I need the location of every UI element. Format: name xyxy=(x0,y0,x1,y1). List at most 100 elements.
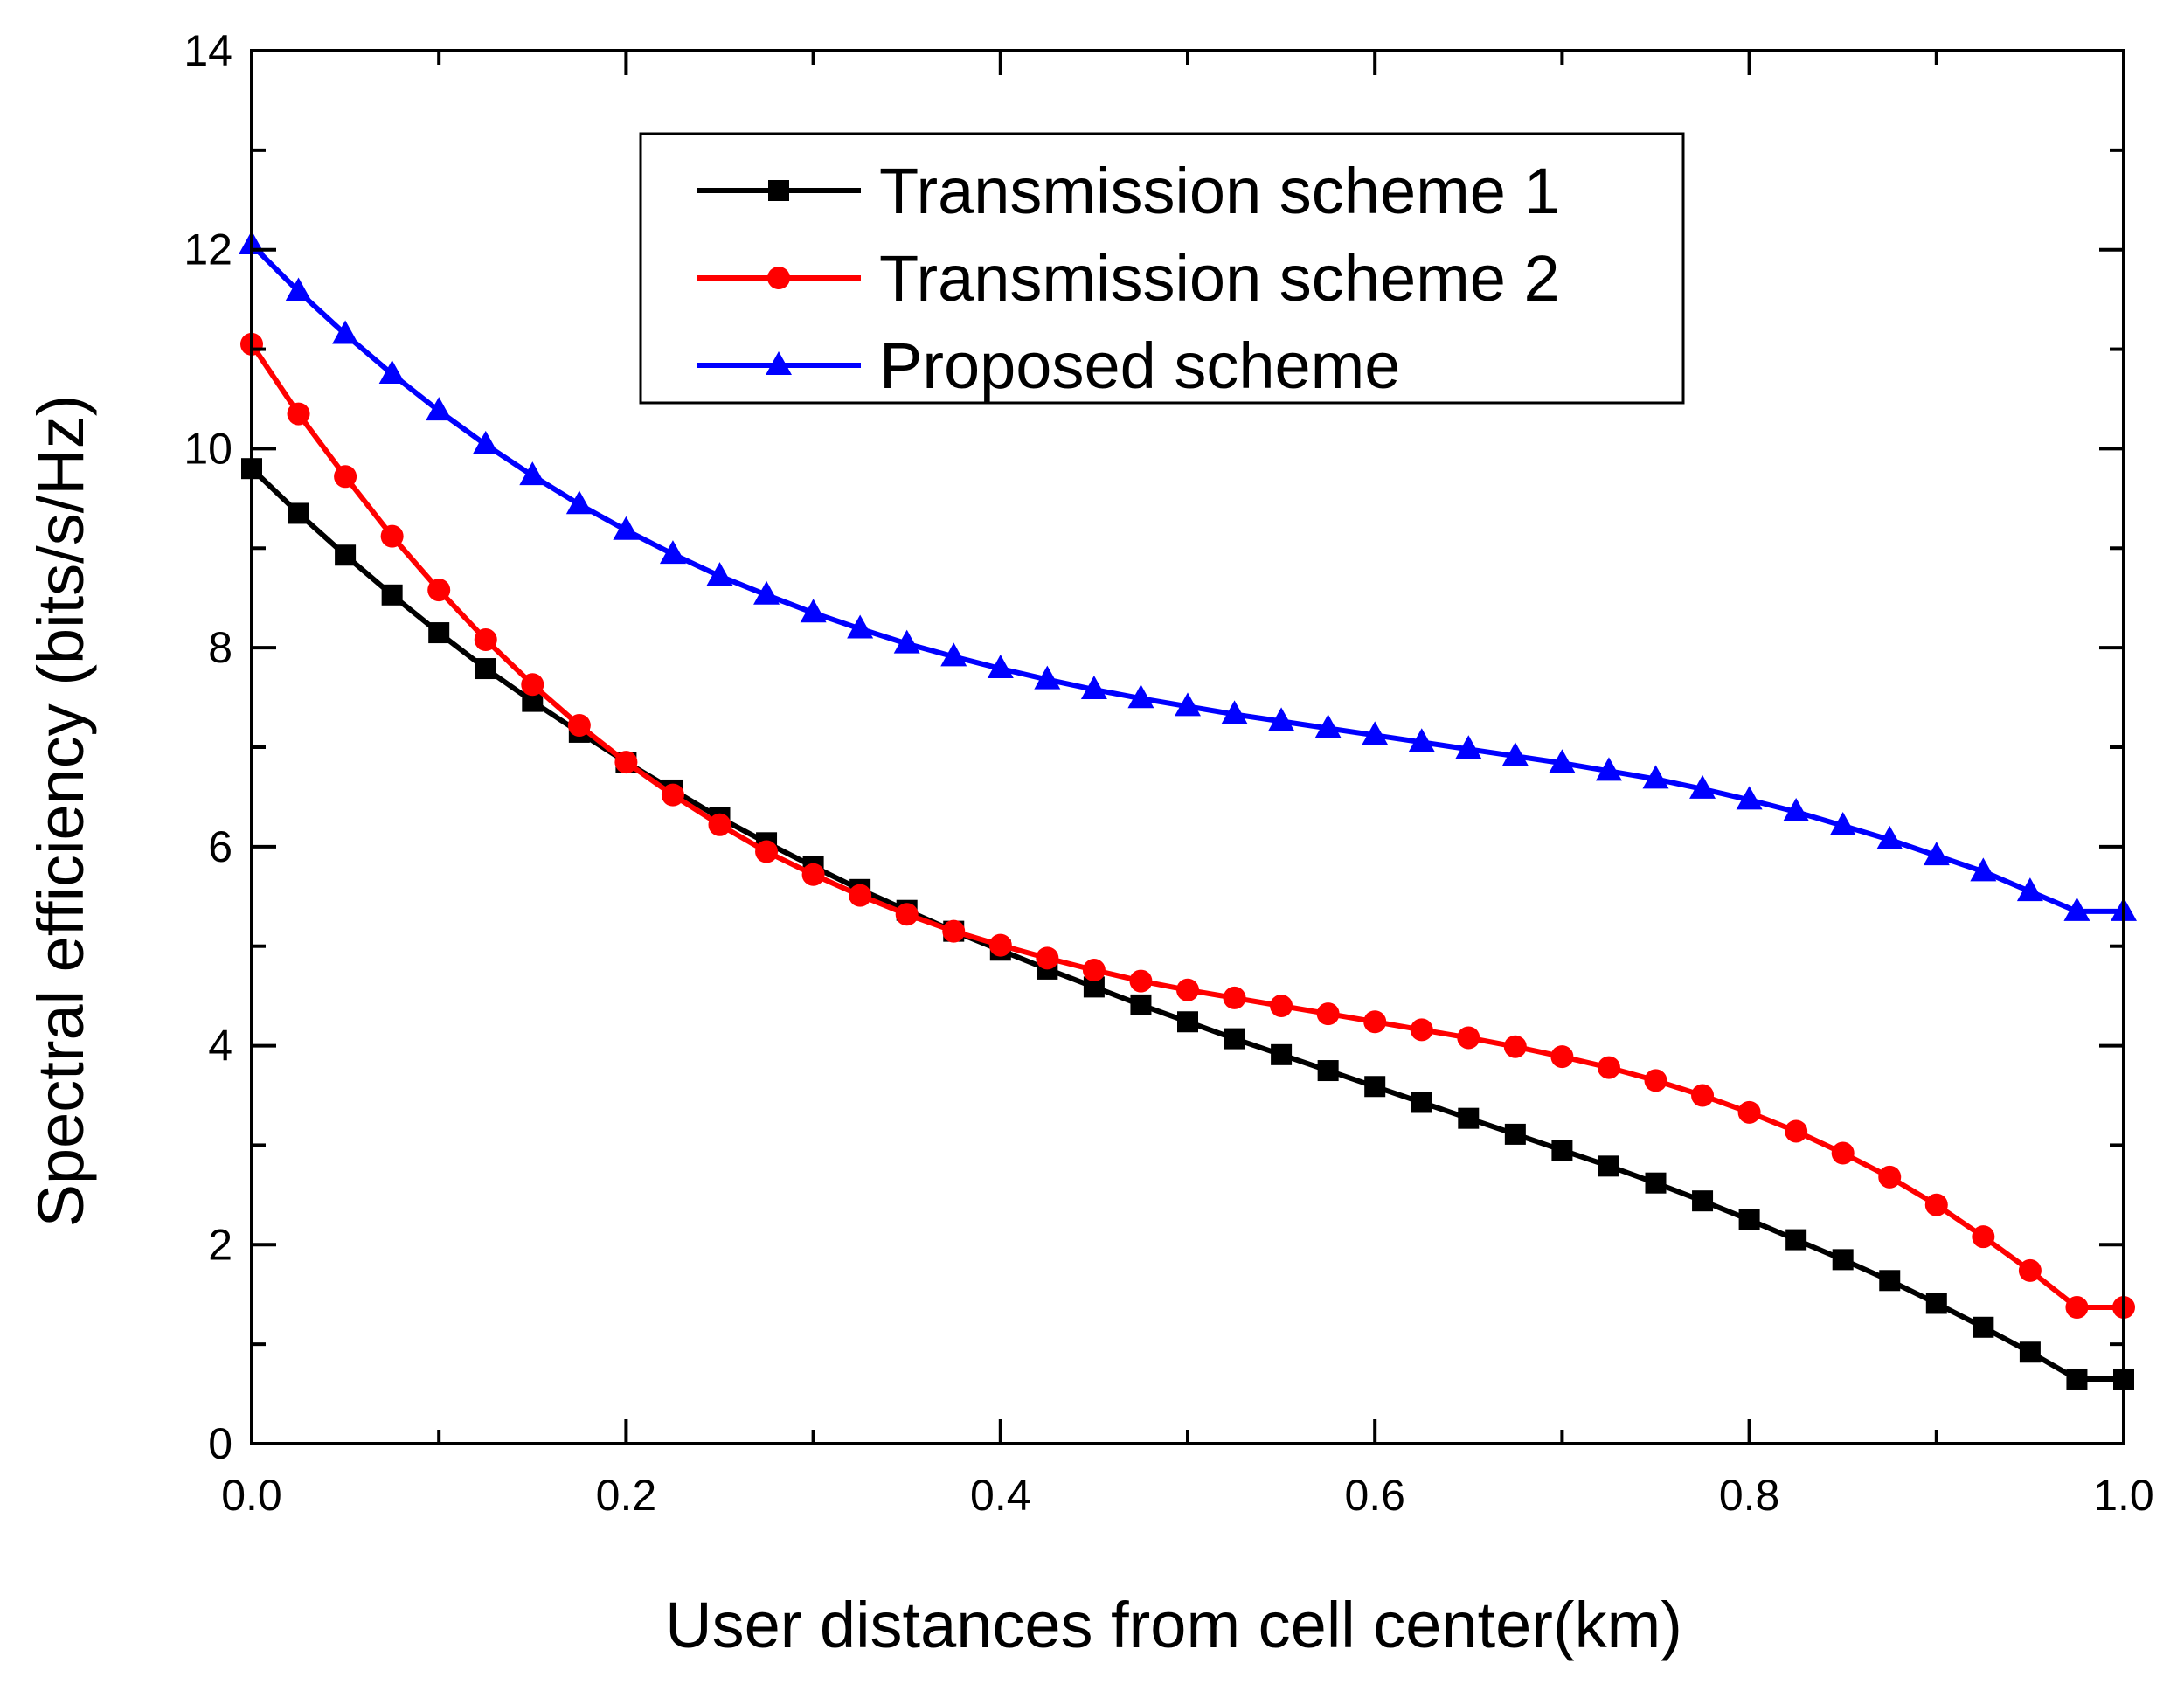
legend-swatch-marker xyxy=(767,267,790,289)
series-2-point xyxy=(1785,1119,1808,1143)
legend: Transmission scheme 1 Transmission scheme… xyxy=(639,132,1685,405)
series-3-point xyxy=(893,629,920,654)
series-3-point xyxy=(1314,714,1342,738)
series-1-point xyxy=(1973,1316,1994,1338)
series-1-point xyxy=(1598,1155,1619,1177)
y-tick-label: 0 xyxy=(208,1419,232,1468)
series-2-point xyxy=(1223,986,1246,1009)
plot-area xyxy=(239,231,2137,1390)
series-1-point xyxy=(1738,1209,1760,1230)
y-tick-label: 6 xyxy=(208,822,232,871)
series-3-point xyxy=(847,614,874,639)
series-1-point xyxy=(381,584,403,606)
series-2-point xyxy=(2018,1258,2042,1282)
legend-item-2: Transmission scheme 2 xyxy=(697,242,1560,315)
series-1-point xyxy=(1364,1076,1386,1098)
series-1-point xyxy=(1411,1092,1432,1113)
series-3-point xyxy=(1221,700,1248,724)
x-axis-title: User distances from cell center(km) xyxy=(665,1589,1682,1661)
series-2-point xyxy=(1972,1225,1995,1249)
series-2 xyxy=(240,332,2135,1320)
series-1-line xyxy=(249,467,2124,1382)
series-3-point xyxy=(1549,749,1576,773)
series-2-point xyxy=(474,628,497,652)
axes: 0.0 0.2 0.4 0.6 0.8 1.0 0 2 4 6 8 10 12 14 xyxy=(184,26,2153,1520)
series-3-point xyxy=(1034,665,1061,690)
series-3-point xyxy=(1455,735,1482,759)
y-tick-label: 8 xyxy=(208,623,232,672)
series-1-point xyxy=(1504,1123,1526,1145)
series-1-point xyxy=(1832,1249,1854,1271)
series-3 xyxy=(239,231,2137,921)
series-1 xyxy=(241,458,2134,1390)
series-3-point xyxy=(706,562,733,586)
series-1-point xyxy=(1879,1270,1901,1292)
x-tick-label: 0.6 xyxy=(1344,1471,1405,1520)
series-2-point xyxy=(988,933,1012,957)
series-3-point xyxy=(1408,728,1435,752)
series-2-point xyxy=(287,402,310,426)
series-2-point xyxy=(1878,1165,1902,1189)
series-2-point xyxy=(2065,1296,2089,1320)
legend-label: Transmission scheme 2 xyxy=(879,242,1560,315)
series-2-point xyxy=(801,863,825,886)
y-axis-title: Spectral efficiency (bits/s/Hz) xyxy=(24,395,97,1228)
x-tick-label: 0.4 xyxy=(970,1471,1031,1520)
series-3-point xyxy=(1923,842,1950,866)
x-tick-label: 1.0 xyxy=(2093,1471,2154,1520)
y-tick-label: 14 xyxy=(184,26,232,75)
series-1-point xyxy=(1925,1293,1947,1314)
legend-swatch-marker xyxy=(768,180,789,201)
series-1-point xyxy=(475,658,496,680)
series-2-point xyxy=(1503,1035,1527,1058)
series-2-point xyxy=(1597,1056,1620,1079)
series-3-point xyxy=(659,540,686,565)
series-2-point xyxy=(427,579,451,602)
legend-item-1: Transmission scheme 1 xyxy=(697,155,1560,227)
series-1-point xyxy=(2066,1368,2088,1390)
x-tick-label: 0.8 xyxy=(1719,1471,1780,1520)
series-3-point xyxy=(2063,897,2090,921)
series-2-point xyxy=(1737,1100,1761,1124)
series-3-point xyxy=(1080,675,1107,699)
series-2-point xyxy=(1176,978,1199,1001)
legend-label: Transmission scheme 1 xyxy=(879,155,1560,227)
series-2-point xyxy=(661,783,684,807)
series-3-point xyxy=(1970,857,1997,882)
series-3-point xyxy=(987,655,1014,679)
series-1-point xyxy=(428,622,450,644)
series-2-point xyxy=(1831,1141,1855,1165)
series-3-point xyxy=(1362,721,1389,745)
series-2-point xyxy=(1691,1084,1715,1107)
legend-swatch-marker xyxy=(766,351,792,375)
series-2-point xyxy=(1924,1193,1948,1216)
series-2-point xyxy=(567,713,591,737)
series-2-point xyxy=(1036,946,1059,970)
series-3-point xyxy=(1268,707,1295,731)
x-tick-label: 0.2 xyxy=(596,1471,657,1520)
series-2-point xyxy=(755,840,779,863)
series-3-point xyxy=(753,580,780,605)
series-2-point xyxy=(1644,1069,1667,1092)
series-2-point xyxy=(380,524,404,548)
series-3-point xyxy=(1736,786,1763,810)
series-3-point xyxy=(332,320,359,344)
y-tick-label: 4 xyxy=(208,1022,232,1071)
series-2-point xyxy=(1550,1045,1574,1069)
series-1-point xyxy=(288,502,309,524)
series-3-point xyxy=(565,490,593,515)
legend-label: Proposed scheme xyxy=(879,329,1400,402)
series-1-point xyxy=(1785,1229,1807,1251)
series-1-point xyxy=(2019,1341,2041,1363)
series-3-point xyxy=(472,430,499,454)
series-2-point xyxy=(614,751,638,774)
series-3-point xyxy=(1689,774,1716,799)
legend-item-3: Proposed scheme xyxy=(697,329,1400,402)
series-2-point xyxy=(942,919,966,943)
x-tick-label: 0.0 xyxy=(221,1471,282,1520)
series-3-point xyxy=(1783,798,1810,822)
series-3-point xyxy=(1595,757,1622,781)
series-3-point xyxy=(285,277,312,301)
series-1-point xyxy=(1224,1028,1245,1050)
